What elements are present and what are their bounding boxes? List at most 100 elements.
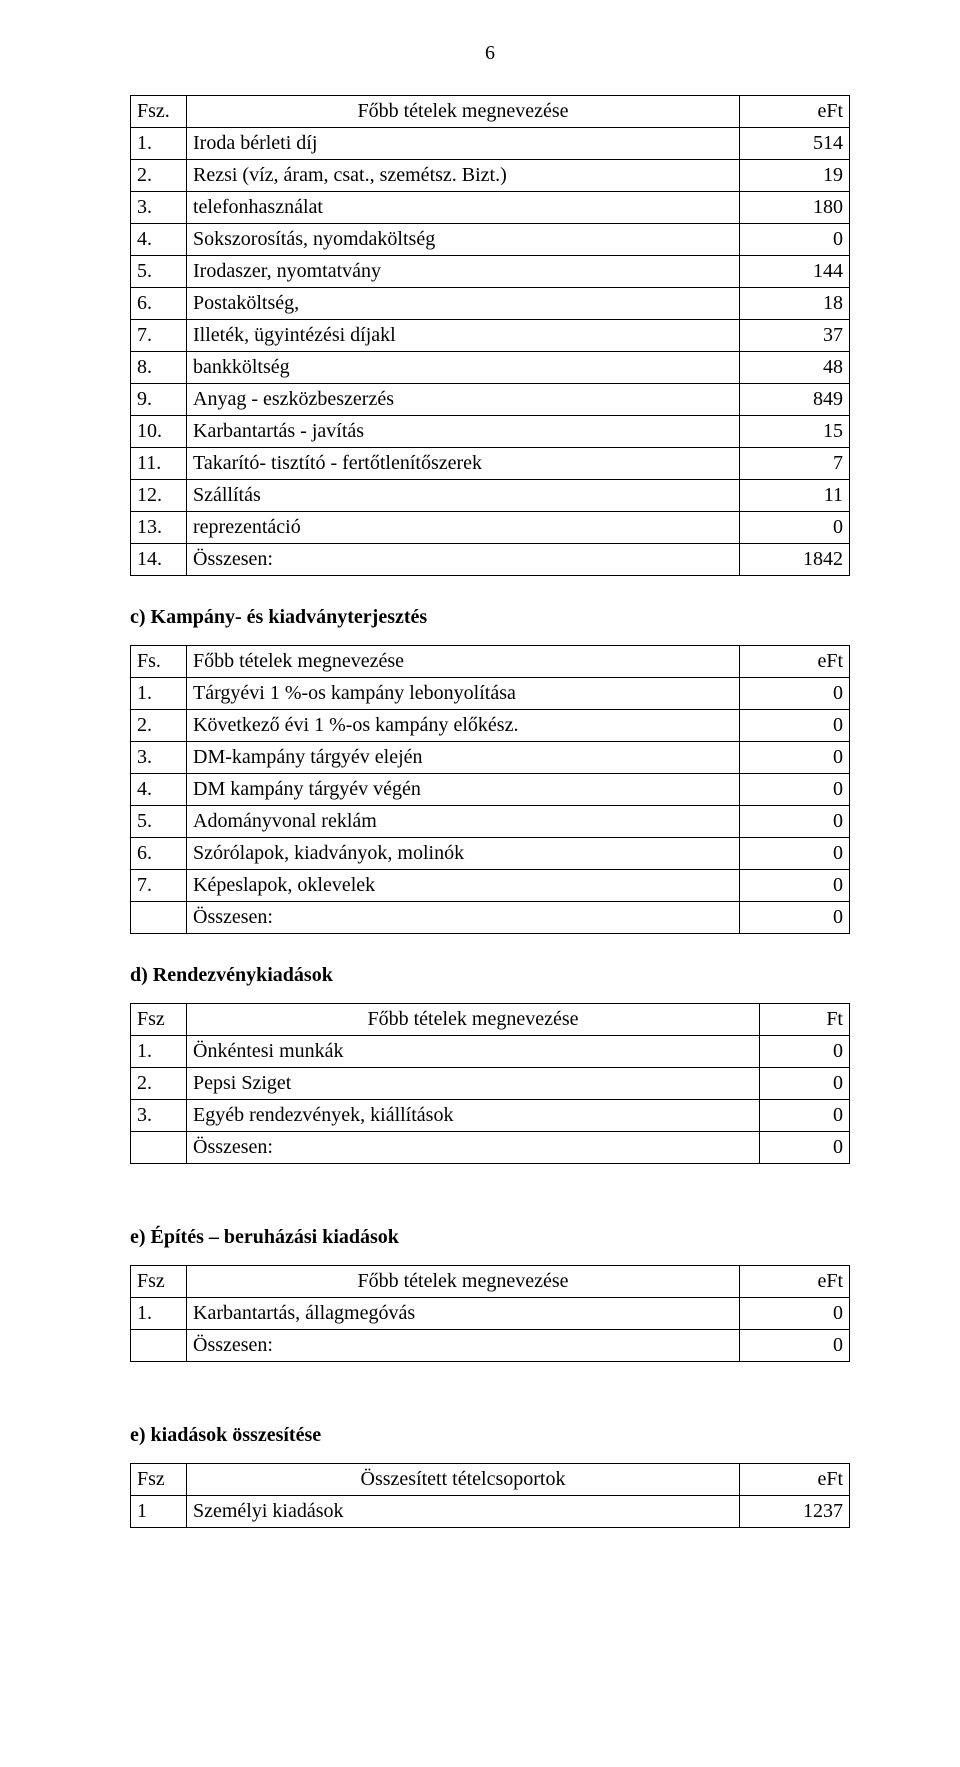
table-row: 1.Karbantartás, állagmegóvás0 [131, 1298, 850, 1330]
col-header-fobb: Főbb tételek megnevezése [187, 646, 740, 678]
cell-num: 2. [131, 1068, 187, 1100]
cell-label: Szállítás [187, 480, 740, 512]
cell-val: 0 [740, 838, 850, 870]
cell-val: 19 [740, 160, 850, 192]
cell-label: telefonhasználat [187, 192, 740, 224]
cell-num: 8. [131, 352, 187, 384]
cell-label: DM kampány tárgyév végén [187, 774, 740, 806]
cell-label: Illeték, ügyintézési díjakl [187, 320, 740, 352]
cell-label: Személyi kiadások [187, 1496, 740, 1528]
cell-label: Összesen: [187, 902, 740, 934]
table-construction: Fsz Főbb tételek megnevezése eFt 1.Karba… [130, 1265, 850, 1362]
table-campaign: Fs. Főbb tételek megnevezése eFt 1.Tárgy… [130, 645, 850, 934]
table-row: Összesen:0 [131, 1330, 850, 1362]
col-header-fobb: Főbb tételek megnevezése [187, 96, 740, 128]
col-header-fs: Fs. [131, 646, 187, 678]
col-header-fsz: Fsz [131, 1266, 187, 1298]
table-header-row: Fsz Összesített tételcsoportok eFt [131, 1464, 850, 1496]
col-header-eft: eFt [740, 1266, 850, 1298]
table-row: 1Személyi kiadások1237 [131, 1496, 850, 1528]
cell-num [131, 1132, 187, 1164]
col-header-eft: eFt [740, 1464, 850, 1496]
cell-label: Iroda bérleti díj [187, 128, 740, 160]
cell-val: 514 [740, 128, 850, 160]
cell-label: Képeslapok, oklevelek [187, 870, 740, 902]
cell-label: Szórólapok, kiadványok, molinók [187, 838, 740, 870]
table-row: 3.telefonhasználat180 [131, 192, 850, 224]
cell-num: 4. [131, 774, 187, 806]
col-header-osszesitett: Összesített tételcsoportok [187, 1464, 740, 1496]
cell-val: 0 [740, 1298, 850, 1330]
cell-num: 7. [131, 320, 187, 352]
cell-label: Összesen: [187, 1132, 760, 1164]
cell-label: Adományvonal reklám [187, 806, 740, 838]
cell-num: 2. [131, 160, 187, 192]
cell-label: Anyag - eszközbeszerzés [187, 384, 740, 416]
cell-label: Összesen: [187, 1330, 740, 1362]
cell-num: 7. [131, 870, 187, 902]
table-row: 1.Önkéntesi munkák0 [131, 1036, 850, 1068]
cell-val: 48 [740, 352, 850, 384]
col-header-fsz: Fsz [131, 1464, 187, 1496]
cell-label: Összesen: [187, 544, 740, 576]
cell-val: 0 [760, 1132, 850, 1164]
cell-val: 0 [740, 678, 850, 710]
table-row: 1.Iroda bérleti díj514 [131, 128, 850, 160]
table-row: 2.Rezsi (víz, áram, csat., szemétsz. Biz… [131, 160, 850, 192]
cell-val: 0 [740, 512, 850, 544]
cell-num: 5. [131, 806, 187, 838]
cell-label: Karbantartás, állagmegóvás [187, 1298, 740, 1330]
cell-val: 0 [740, 806, 850, 838]
cell-num: 1. [131, 128, 187, 160]
table-row: Összesen:0 [131, 902, 850, 934]
table-row: 8.bankköltség48 [131, 352, 850, 384]
table-row: 11.Takarító- tisztító - fertőtlenítőszer… [131, 448, 850, 480]
section-e2-heading: e) kiadások összesítése [130, 1422, 850, 1449]
cell-val: 7 [740, 448, 850, 480]
table-row: 14.Összesen:1842 [131, 544, 850, 576]
table-row: 6.Postaköltség,18 [131, 288, 850, 320]
table-row: 2.Pepsi Sziget0 [131, 1068, 850, 1100]
cell-num: 1. [131, 1298, 187, 1330]
cell-val: 0 [740, 1330, 850, 1362]
page-number: 6 [130, 40, 850, 67]
table-row: 2.Következő évi 1 %-os kampány előkész.0 [131, 710, 850, 742]
cell-num: 5. [131, 256, 187, 288]
cell-label: bankköltség [187, 352, 740, 384]
cell-val: 180 [740, 192, 850, 224]
table-header-row: Fsz Főbb tételek megnevezése eFt [131, 1266, 850, 1298]
section-c-heading: c) Kampány- és kiadványterjesztés [130, 604, 850, 631]
cell-val: 0 [760, 1036, 850, 1068]
cell-val: 849 [740, 384, 850, 416]
section-e-heading: e) Építés – beruházási kiadások [130, 1224, 850, 1251]
cell-num [131, 902, 187, 934]
cell-label: Tárgyévi 1 %-os kampány lebonyolítása [187, 678, 740, 710]
cell-val: 37 [740, 320, 850, 352]
table-row: 6.Szórólapok, kiadványok, molinók0 [131, 838, 850, 870]
cell-num: 12. [131, 480, 187, 512]
cell-label: reprezentáció [187, 512, 740, 544]
table-row: Összesen:0 [131, 1132, 850, 1164]
cell-num: 11. [131, 448, 187, 480]
table-row: 4.Sokszorosítás, nyomdaköltség0 [131, 224, 850, 256]
table-header-row: Fsz Főbb tételek megnevezése Ft [131, 1004, 850, 1036]
col-header-eft: eFt [740, 96, 850, 128]
table-row: 5.Irodaszer, nyomtatvány144 [131, 256, 850, 288]
cell-label: Sokszorosítás, nyomdaköltség [187, 224, 740, 256]
table-events: Fsz Főbb tételek megnevezése Ft 1.Önként… [130, 1003, 850, 1164]
table-row: 5.Adományvonal reklám0 [131, 806, 850, 838]
cell-label: Postaköltség, [187, 288, 740, 320]
table-row: 7.Képeslapok, oklevelek0 [131, 870, 850, 902]
cell-num: 3. [131, 742, 187, 774]
col-header-fobb: Főbb tételek megnevezése [187, 1266, 740, 1298]
table-expenses: Fsz. Főbb tételek megnevezése eFt 1.Irod… [130, 95, 850, 576]
cell-num: 1 [131, 1496, 187, 1528]
cell-num: 6. [131, 838, 187, 870]
cell-label: DM-kampány tárgyév elején [187, 742, 740, 774]
cell-val: 11 [740, 480, 850, 512]
cell-val: 0 [740, 742, 850, 774]
cell-val: 1237 [740, 1496, 850, 1528]
cell-num: 9. [131, 384, 187, 416]
cell-val: 144 [740, 256, 850, 288]
table-row: 10.Karbantartás - javítás15 [131, 416, 850, 448]
